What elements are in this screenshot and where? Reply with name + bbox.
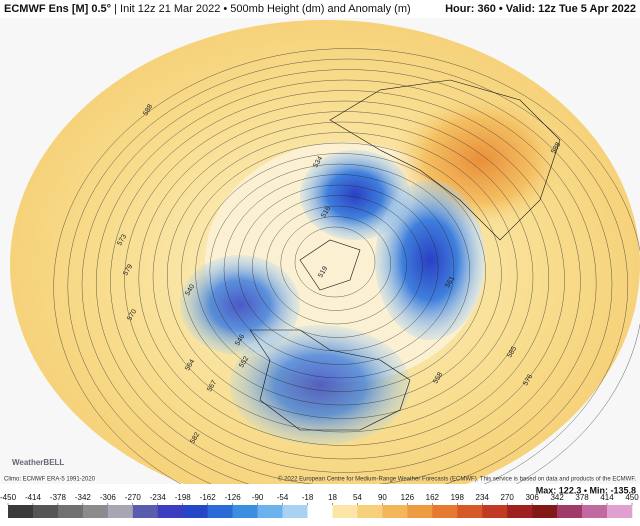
- colorbar-tick-label: -18: [302, 493, 314, 502]
- contour-line: [110, 90, 581, 473]
- contour-label: 519: [317, 265, 329, 279]
- colorbar-segment: [157, 505, 184, 518]
- colorbar-segment: [82, 505, 109, 518]
- colorbar-segment: [357, 505, 383, 518]
- colorbar-segment: [532, 505, 558, 518]
- contour-label: 585: [506, 345, 518, 359]
- colorbar-segment: [432, 505, 458, 518]
- contour-label: 561: [444, 275, 456, 289]
- colorbar-segment: [132, 505, 159, 518]
- contour-label: 570: [126, 308, 138, 322]
- colorbar-tick-label: -306: [100, 493, 117, 502]
- colorbar: -450 -414 -378 -342 -306 -270 -234 -198 -162 -126…: [0, 493, 639, 518]
- colorbar-segment: [207, 505, 233, 518]
- colorbar-tick-label: -414: [25, 493, 42, 502]
- colorbar-tick-label: 18: [328, 493, 337, 502]
- contour-label: 567: [206, 379, 218, 393]
- colorbar-segment: [507, 505, 533, 518]
- contour-line: [67, 58, 628, 484]
- colorbar-tick-label: -126: [225, 493, 242, 502]
- colorbar-tick-label: 306: [525, 493, 539, 502]
- contour-line: [152, 121, 534, 433]
- contour-label: 552: [238, 355, 250, 369]
- contour-line: [280, 216, 392, 311]
- colorbar-tick-label: 126: [401, 493, 415, 502]
- contour-label: 576: [522, 373, 534, 387]
- contour-line: [294, 226, 376, 298]
- contour-line: [166, 132, 518, 419]
- colorbar-segment: [332, 505, 358, 518]
- colorbar-tick-label: 90: [378, 493, 387, 502]
- colorbar-tick-label: -378: [50, 493, 67, 502]
- colorbar-tick-label: 198: [451, 493, 465, 502]
- colorbar-tick-label: -54: [277, 493, 289, 502]
- colorbar-segment: [182, 505, 208, 518]
- contour-label: 540: [184, 283, 196, 297]
- colorbar-tick-label: 162: [426, 493, 440, 502]
- logo: WeatherBELL: [12, 458, 64, 467]
- colorbar-segment: [557, 505, 583, 518]
- colorbar-tick-label: 234: [476, 493, 490, 502]
- colorbar-segment: [32, 505, 59, 518]
- colorbar-segment: [582, 505, 608, 518]
- header-subtitle: | Init 12z 21 Mar 2022 • 500mb Height (d…: [114, 3, 411, 15]
- contour-label: 564: [184, 358, 196, 372]
- contour-label: 579: [122, 263, 134, 277]
- colorbar-tick-label: -162: [200, 493, 217, 502]
- contour-line: [252, 195, 423, 338]
- contour-line: [195, 153, 486, 392]
- colorbar-segment: [57, 505, 84, 518]
- contour-label: 534: [312, 155, 324, 169]
- contour-line: [237, 184, 439, 352]
- colorbar-tick-label: -270: [125, 493, 142, 502]
- colorbar-tick-label: 54: [353, 493, 362, 502]
- header-title: ECMWF Ens [M] 0.5° | Init 12z 21 Mar 202…: [4, 3, 411, 15]
- colorbar-tick-label: 450: [625, 493, 639, 502]
- colorbar-segment: [8, 505, 34, 518]
- model-name: ECMWF Ens [M] 0.5°: [4, 3, 111, 15]
- contour-line: [266, 205, 407, 325]
- copyright: © 2022 European Centre for Medium-Range …: [278, 476, 636, 483]
- contour-label: 582: [189, 431, 201, 445]
- contour-line: [209, 163, 471, 379]
- colorbar-segment: [307, 505, 333, 518]
- contour-label: 573: [116, 233, 128, 247]
- colorbar-tick-label: -450: [0, 493, 17, 502]
- max-min: Max: 122.3 • Min: -135.8: [536, 485, 636, 495]
- colorbar-segment: [482, 505, 508, 518]
- contour-label: 546: [234, 333, 246, 347]
- contour-label: 558: [432, 371, 444, 385]
- contour-label: 516: [320, 205, 332, 219]
- colorbar-segment: [232, 505, 258, 518]
- contour-line: [81, 69, 613, 484]
- contour-label: 588: [142, 103, 154, 117]
- colorbar-tick-label: 378: [575, 493, 589, 502]
- contour-line: [223, 174, 455, 365]
- map: 588 534 516 519 540 546 552 564 567 570 573 576 579 5…: [0, 18, 640, 484]
- contour-line: [181, 142, 502, 406]
- contour-line: [53, 48, 640, 484]
- contour-label: 588: [550, 141, 562, 155]
- valid-time: Hour: 360 • Valid: 12z Tue 5 Apr 2022: [445, 3, 636, 15]
- colorbar-segment: [457, 505, 483, 518]
- colorbar-tick-label: -234: [150, 493, 167, 502]
- colorbar-tick-label: 270: [501, 493, 515, 502]
- colorbar-tick-label: 342: [550, 493, 564, 502]
- colorbar-tick-label: -198: [175, 493, 192, 502]
- climo-note: Climo: ECMWF ERA-5 1991-2020: [4, 477, 96, 483]
- colorbar-tick-label: -90: [252, 493, 264, 502]
- colorbar-segment: [257, 505, 283, 518]
- colorbar-segment: [107, 505, 134, 518]
- contour-line: [96, 79, 597, 484]
- colorbar-segment: [607, 505, 633, 518]
- colorbar-tick-label: 414: [600, 493, 614, 502]
- contour-line: [124, 100, 565, 460]
- colorbar-segment: [282, 505, 308, 518]
- colorbar-tick-label: -342: [75, 493, 92, 502]
- colorbar-segment: [407, 505, 433, 518]
- colorbar-segment: [382, 505, 408, 518]
